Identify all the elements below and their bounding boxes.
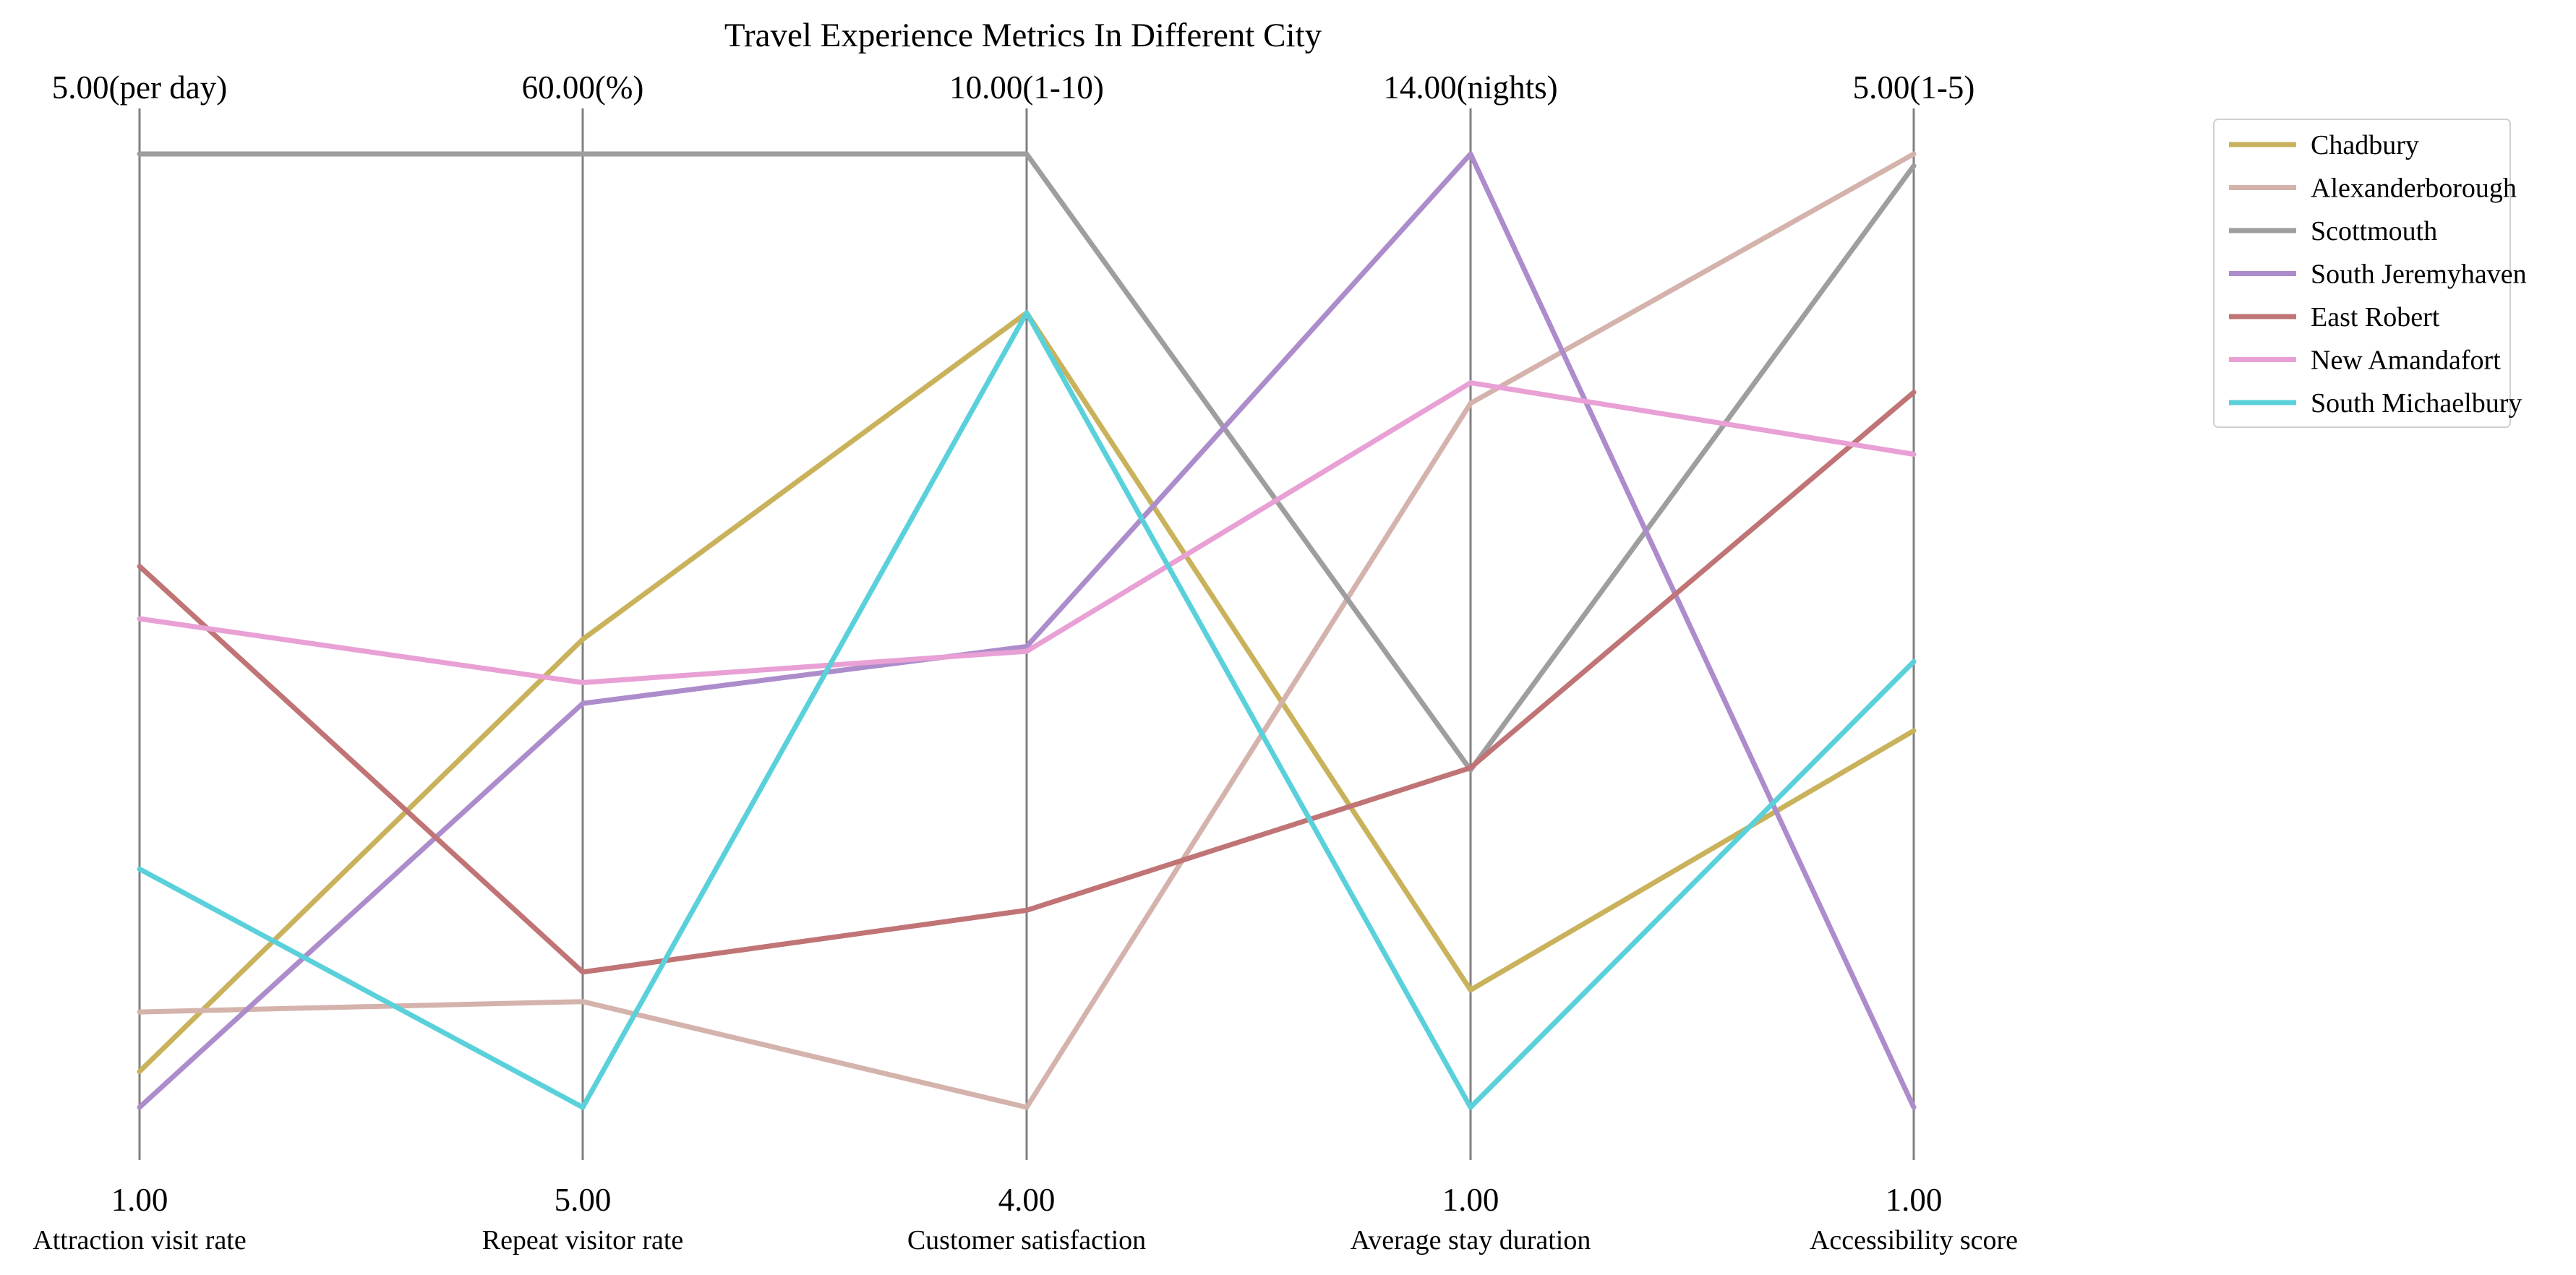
- legend: Chadbury Alexanderborough Scottmouth South …: [2213, 119, 2527, 428]
- series-line-south-michaelbury: [137, 310, 1917, 1110]
- axis-min-label: 1.00: [1886, 1182, 1943, 1218]
- legend-entry-label: Alexanderborough: [2311, 173, 2517, 204]
- axis-max-label: 5.00(per day): [52, 69, 227, 106]
- axis-max-label: 10.00(1-10): [949, 69, 1104, 106]
- axis-min-label: 1.00: [1442, 1182, 1499, 1218]
- axis-max-label: 5.00(1-5): [1853, 69, 1975, 106]
- series-line-east-robert: [137, 390, 1917, 975]
- axis-min-label: 4.00: [998, 1182, 1056, 1218]
- axis-name-label: Customer satisfaction: [907, 1225, 1146, 1255]
- axis-min-label: 1.00: [111, 1182, 168, 1218]
- axis-name-label: Average stay duration: [1351, 1225, 1591, 1255]
- axis-max-label: 14.00(nights): [1383, 69, 1557, 106]
- series-lines-group: [137, 151, 1917, 1110]
- series-line-new-amandafort: [137, 380, 1917, 685]
- legend-entry-label: East Robert: [2311, 302, 2440, 332]
- legend-entry-label: Scottmouth: [2311, 216, 2437, 246]
- legend-box: [2213, 119, 2511, 428]
- axis-name-label: Accessibility score: [1810, 1225, 2018, 1255]
- series-line-alexanderborough: [137, 151, 1917, 1110]
- axis-min-label: 5.00: [555, 1182, 612, 1218]
- legend-entry-label: Chadbury: [2311, 130, 2419, 160]
- chart-title: Travel Experience Metrics In Different C…: [724, 17, 1322, 54]
- axis-name-label: Attraction visit rate: [33, 1225, 246, 1255]
- legend-entry-label: New Amandafort: [2311, 345, 2501, 376]
- axis-name-label: Repeat visitor rate: [482, 1225, 684, 1255]
- axis-max-label: 60.00(%): [522, 69, 644, 106]
- legend-entry-label: South Michaelbury: [2311, 388, 2522, 418]
- axes-group: 5.00(per day) 1.00 Attraction visit rate 60…: [33, 69, 2018, 1255]
- series-line-scottmouth: [137, 151, 1917, 773]
- legend-entry-label: South Jeremyhaven: [2311, 259, 2527, 290]
